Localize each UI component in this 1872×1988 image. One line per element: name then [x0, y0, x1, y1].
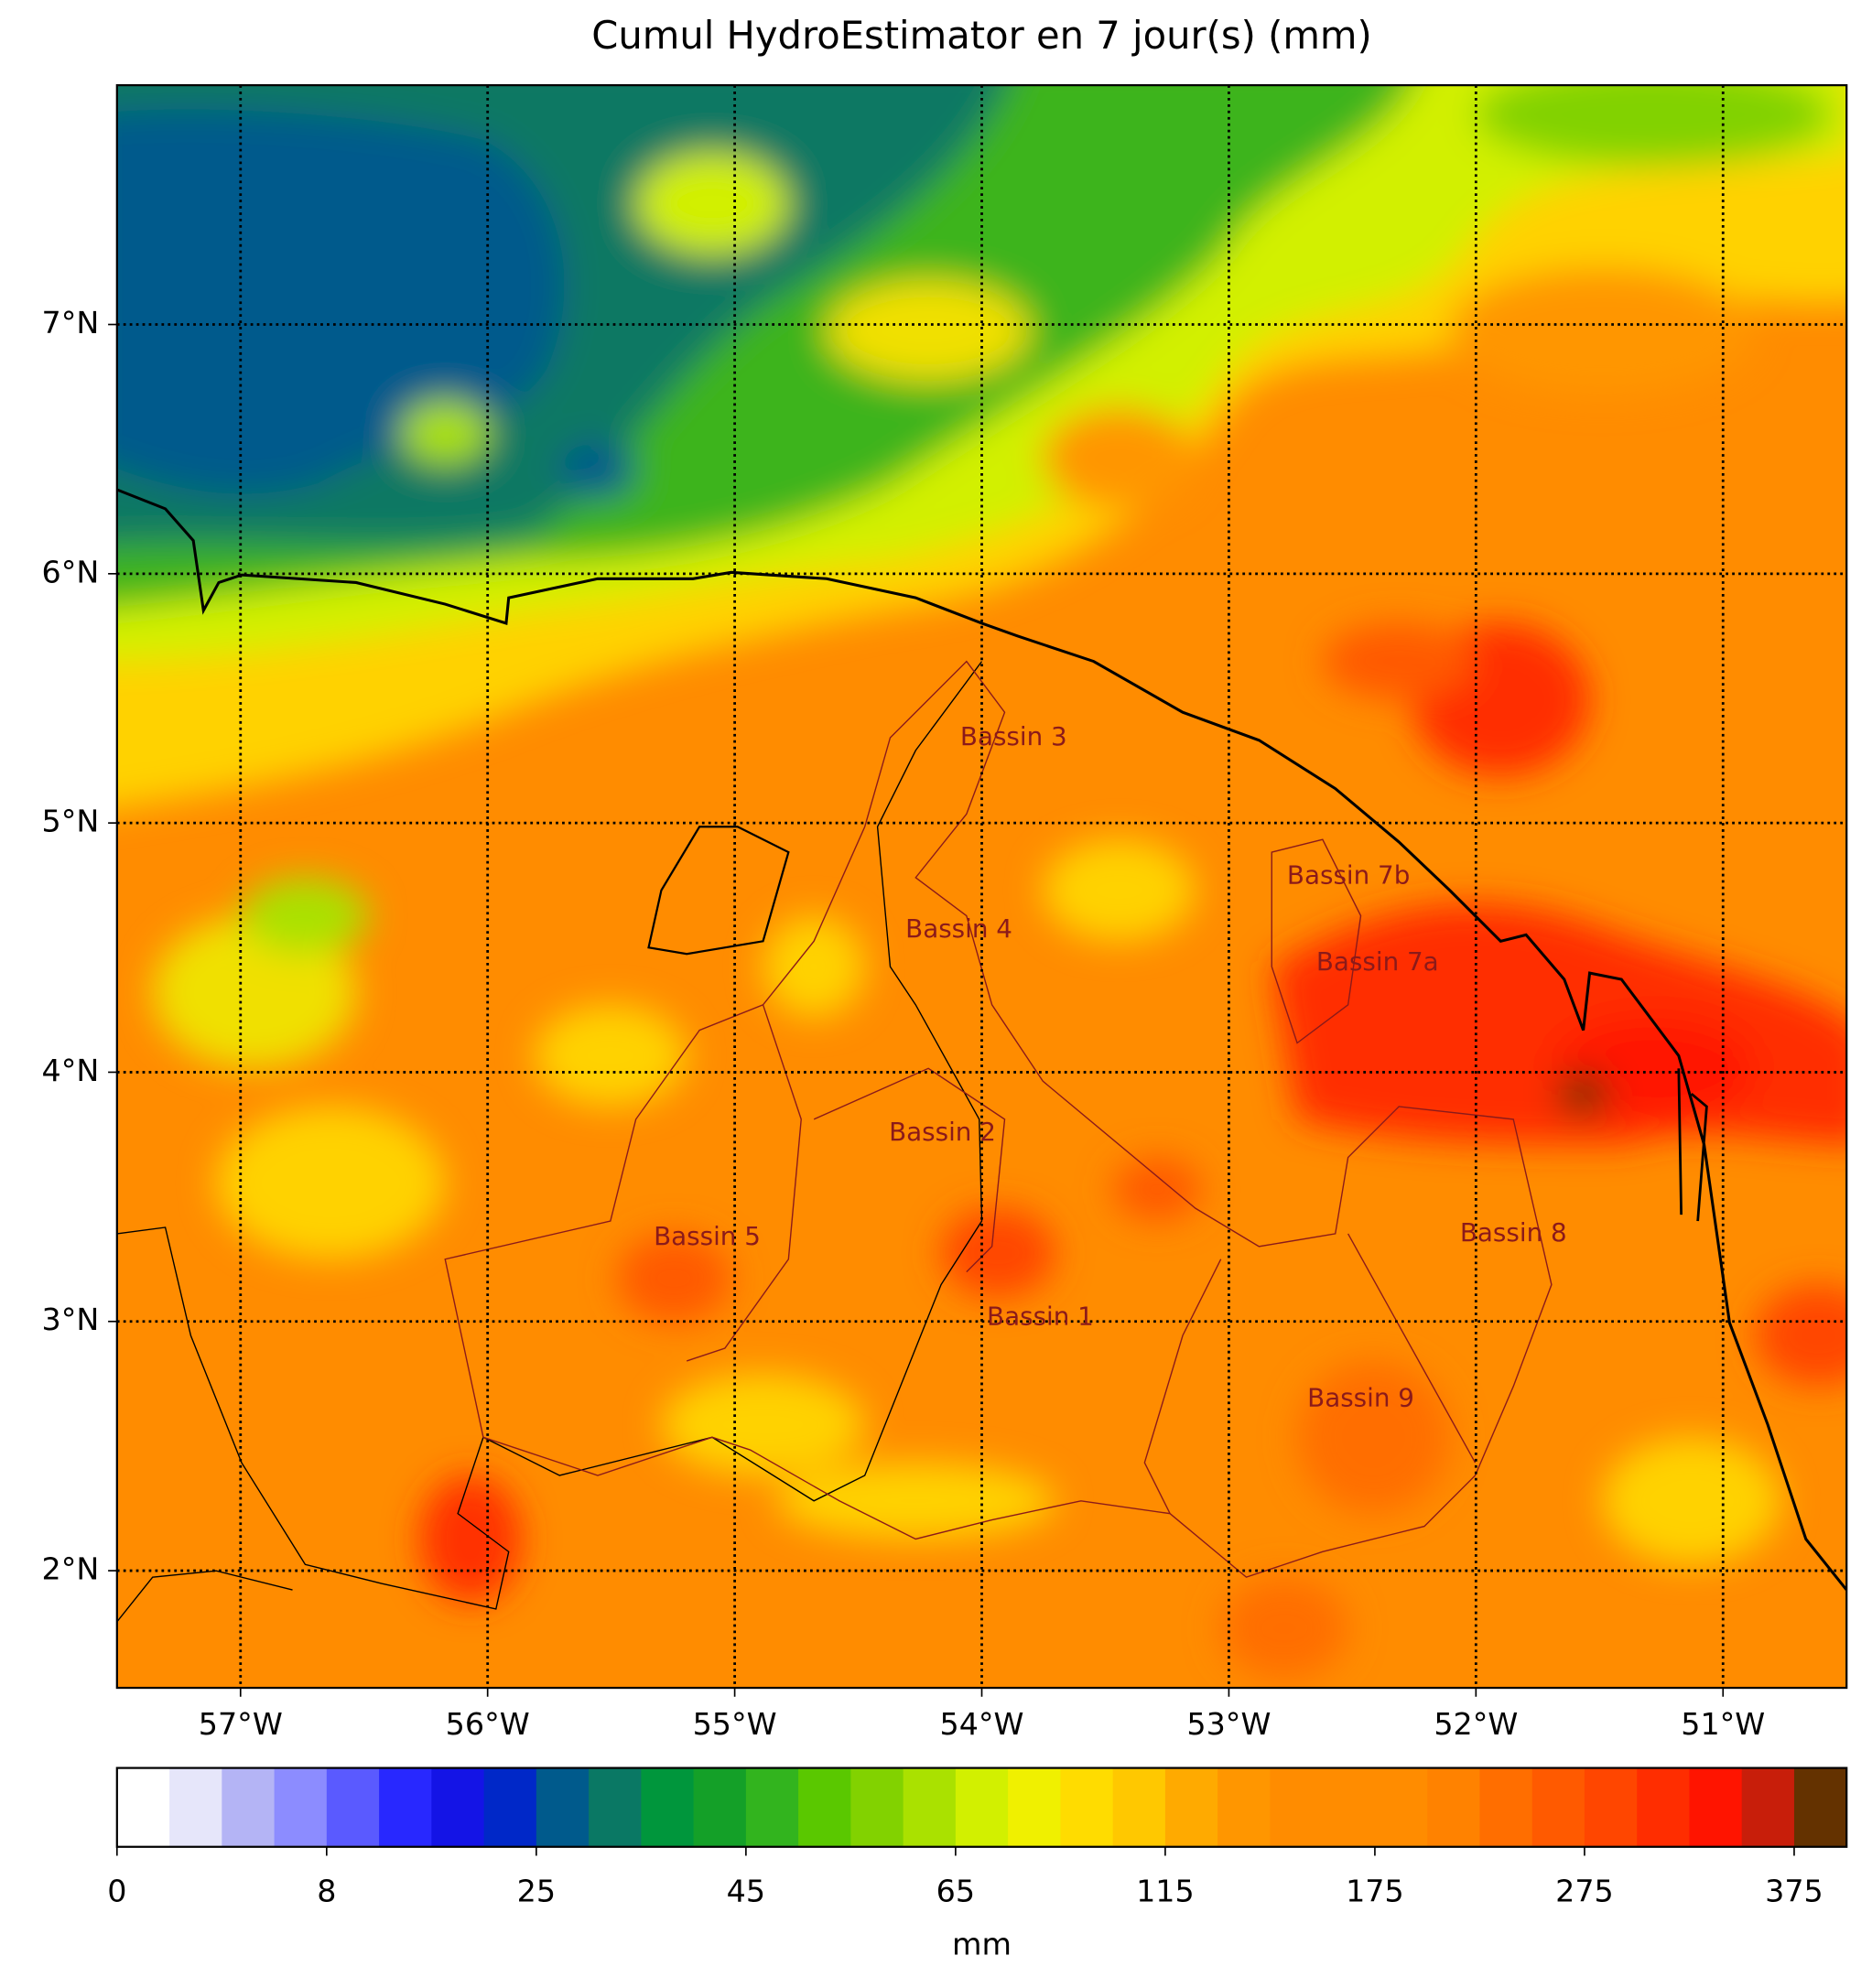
- colorbar-tick-label: 375: [1765, 1873, 1823, 1908]
- colorbar-bin: [116, 1767, 170, 1847]
- basin-label: Bassin 4: [905, 913, 1012, 944]
- colorbar-bin: [1112, 1767, 1166, 1847]
- colorbar-bin: [1531, 1767, 1585, 1847]
- basin-label: Bassin 7b: [1287, 859, 1410, 890]
- y-tick-label: 6°N: [42, 554, 100, 589]
- basin-label: Bassin 8: [1460, 1217, 1567, 1248]
- basin-labels: Bassin 3 Bassin 4 Bassin 7b Bassin 7a Bassin…: [654, 721, 1567, 1413]
- basin-borders: [444, 660, 1553, 1578]
- colorbar-frame: [115, 1767, 1848, 1848]
- colorbar-bin: [798, 1767, 852, 1847]
- colorbar-bin: [1270, 1767, 1324, 1847]
- basin-label: Bassin 9: [1307, 1383, 1414, 1413]
- basin-label: Bassin 7a: [1316, 946, 1439, 977]
- colorbar-bin: [1689, 1767, 1743, 1847]
- colorbar-tick-label: 25: [517, 1873, 556, 1908]
- x-tick-label: 56°W: [446, 1706, 530, 1742]
- colorbar-bin: [903, 1767, 957, 1847]
- colorbar-tick-label: 8: [317, 1873, 336, 1908]
- colorbar: 0 8 25 45 65 115 175 275 375: [107, 1767, 1848, 1908]
- basin-label: Bassin 5: [654, 1221, 761, 1251]
- colorbar-bin: [169, 1767, 223, 1847]
- y-tick-label: 5°N: [42, 804, 100, 839]
- colorbar-bin: [1793, 1767, 1847, 1847]
- colorbar-tick-label: 115: [1136, 1873, 1195, 1908]
- x-tick-label: 52°W: [1434, 1706, 1518, 1742]
- colorbar-bin: [745, 1767, 799, 1847]
- colorbar-bin: [379, 1767, 433, 1847]
- colorbar-bin: [1008, 1767, 1062, 1847]
- y-tick-label: 3°N: [42, 1302, 100, 1337]
- coastline: [1677, 1068, 1708, 1222]
- colorbar-bin: [431, 1767, 485, 1847]
- colorbar-bin: [850, 1767, 904, 1847]
- basin-label: Bassin 3: [960, 721, 1067, 751]
- colorbar-bin: [536, 1767, 590, 1847]
- colorbar-bin: [1584, 1767, 1638, 1847]
- colorbar-bin: [326, 1767, 380, 1847]
- x-tick-label: 55°W: [693, 1706, 777, 1742]
- colorbar-bin: [274, 1767, 328, 1847]
- colorbar-bin: [1479, 1767, 1533, 1847]
- border: [116, 661, 983, 1623]
- colorbar-label: mm: [952, 1927, 1012, 1962]
- colorbar-bin: [1060, 1767, 1114, 1847]
- colorbar-bin: [1217, 1767, 1271, 1847]
- x-tick-label: 54°W: [940, 1706, 1024, 1742]
- lake: [647, 826, 790, 956]
- colorbar-tick-label: 45: [727, 1873, 765, 1908]
- colorbar-bin: [1322, 1767, 1376, 1847]
- y-tick-label: 2°N: [42, 1551, 100, 1587]
- grid: [116, 85, 1847, 1689]
- colorbar-tick-label: 65: [936, 1873, 975, 1908]
- colorbar-bin: [641, 1767, 695, 1847]
- colorbar-bin: [955, 1767, 1009, 1847]
- coastline: [116, 488, 1847, 1591]
- precipitation-field: Bassin 3 Bassin 4 Bassin 7b Bassin 7a Bassin…: [116, 85, 1847, 1689]
- colorbar-bin: [589, 1767, 643, 1847]
- y-tick-label: 4°N: [42, 1053, 100, 1088]
- x-tick-label: 51°W: [1681, 1706, 1765, 1742]
- colorbar-bin: [1637, 1767, 1691, 1847]
- colorbar-tick-label: 275: [1555, 1873, 1614, 1908]
- colorbar-bin: [1741, 1767, 1795, 1847]
- axes: 57°W 56°W 55°W 54°W 53°W 52°W 51°W 2°N 3°N 4°N 5°N…: [42, 305, 1766, 1742]
- basin-label: Bassin 1: [987, 1302, 1094, 1332]
- basin-label: Bassin 2: [889, 1117, 996, 1147]
- colorbar-bin: [1164, 1767, 1218, 1847]
- colorbar-bin: [693, 1767, 747, 1847]
- colorbar-tick-label: 175: [1346, 1873, 1404, 1908]
- x-tick-label: 53°W: [1186, 1706, 1271, 1742]
- x-tick-label: 57°W: [199, 1706, 283, 1742]
- colorbar-bin: [1374, 1767, 1428, 1847]
- colorbar-bin: [483, 1767, 537, 1847]
- colorbar-tick-label: 0: [107, 1873, 126, 1908]
- y-tick-label: 7°N: [42, 305, 100, 340]
- chart-title: Cumul HydroEstimator en 7 jour(s) (mm): [591, 13, 1372, 58]
- colorbar-bin: [1427, 1767, 1481, 1847]
- colorbar-bin: [222, 1767, 276, 1847]
